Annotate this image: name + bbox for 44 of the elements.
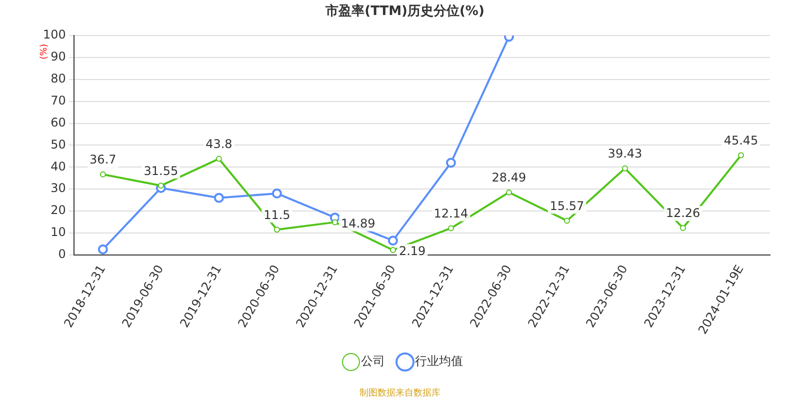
point: [98, 244, 108, 254]
y-tick-label: 20: [50, 203, 66, 218]
y-tick-label: 0: [58, 246, 66, 261]
data-label: 31.55: [144, 164, 178, 178]
point: [622, 165, 628, 172]
y-tick-label: 100: [43, 28, 66, 42]
point: [564, 218, 570, 224]
point: [446, 158, 456, 168]
y-tick-label: 60: [50, 115, 66, 130]
y-tick-label: 50: [50, 137, 66, 152]
point: [272, 188, 282, 198]
data-label: 11.5: [264, 208, 290, 222]
y-tick-label: 70: [50, 93, 66, 108]
data-label: 2.19: [398, 244, 426, 258]
data-label: 28.49: [492, 170, 526, 185]
point: [216, 156, 222, 162]
point: [448, 225, 454, 232]
legend-label: 公司: [361, 354, 385, 368]
y-tick-label: 30: [50, 181, 66, 196]
point: [214, 192, 224, 203]
point: [274, 226, 280, 233]
point: [100, 171, 106, 178]
data-label: 12.14: [434, 206, 468, 220]
point: [388, 236, 398, 246]
point: [332, 219, 338, 226]
y-tick-label: 40: [50, 159, 66, 174]
y-tick-label: 80: [50, 72, 66, 86]
data-label: 12.26: [666, 206, 700, 220]
legend-label: 行业均值: [415, 354, 463, 368]
y-axis-title: (%): [39, 44, 50, 60]
y-tick-label: 10: [50, 225, 66, 240]
point: [738, 152, 744, 158]
point: [390, 247, 396, 254]
data-label: 15.57: [550, 198, 584, 213]
chart-title: 市盈率(TTM)历史分位(%): [324, 3, 484, 20]
y-tick-label: 90: [50, 50, 66, 64]
text: 制图数据来自数据库: [360, 387, 440, 398]
data-label: 45.45: [724, 133, 758, 148]
point: [680, 224, 686, 231]
data-label: 36.7: [90, 152, 116, 167]
data-label: 39.43: [608, 146, 642, 161]
data-label: 14.89: [340, 216, 376, 230]
point: [506, 189, 512, 196]
data-label: 43.8: [206, 136, 232, 151]
